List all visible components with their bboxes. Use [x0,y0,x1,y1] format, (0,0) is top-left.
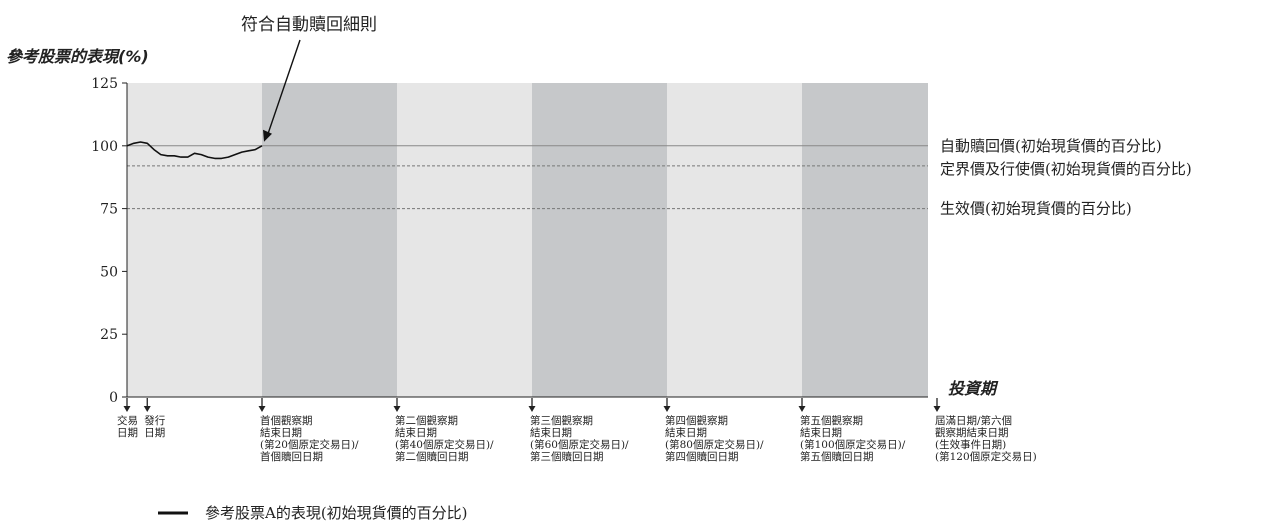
x-marker-arrow-head-20 [258,406,266,412]
y-tick-label-75: 75 [100,202,118,218]
y-axis-title: 參考股票的表現(%) [6,47,149,66]
x-marker-label-3-line-1: 發行 [144,414,165,427]
legend: 參考股票A的表現(初始現貨價的百分比) [158,504,468,522]
x-marker-arrow-head-40 [393,406,401,412]
x-marker-label-20-line-3: (第20個原定交易日)/ [260,438,359,451]
x-marker-label-40-line-2: 結束日期 [395,426,437,439]
x-marker-arrow-head-100 [798,406,806,412]
x-axis: 投資期交易日期發行日期首個觀察期結束日期(第20個原定交易日)/首個贖回日期第二… [117,379,1037,463]
reference-line-label-75: 生效價(初始現貨價的百分比) [940,200,1132,218]
x-marker-label-0-line-1: 交易 [117,414,138,427]
x-marker-arrow-head-120 [933,406,941,412]
y-tick-label-100: 100 [91,139,118,155]
series-layer [126,141,263,160]
x-marker-arrow-head-0 [123,406,131,412]
x-marker-label-60-line-2: 結束日期 [530,426,572,439]
period-band-3 [397,83,532,397]
y-tick-label-25: 25 [100,327,118,343]
x-marker-label-100-line-3: (第100個原定交易日)/ [800,438,906,451]
x-marker-label-80-line-3: (第80個原定交易日)/ [665,438,764,451]
series-line-1 [126,141,263,160]
x-marker-label-20-line-2: 結束日期 [260,426,302,439]
y-tick-label-0: 0 [109,390,118,406]
x-axis-title: 投資期 [948,379,999,398]
reference-line-label-92: 定界價及行使價(初始現貨價的百分比) [940,160,1192,178]
x-marker-label-40-line-1: 第二個觀察期 [395,414,458,427]
x-marker-label-20-line-4: 首個贖回日期 [260,450,323,463]
x-marker-label-120-line-3: (生效事件日期) [935,438,1006,451]
x-marker-label-100-line-4: 第五個贖回日期 [800,450,874,463]
x-marker-label-80-line-1: 第四個觀察期 [665,414,728,427]
x-marker-label-20-line-1: 首個觀察期 [260,414,313,427]
period-band-5 [667,83,802,397]
x-marker-label-60-line-4: 第三個贖回日期 [530,450,604,463]
legend-label: 參考股票A的表現(初始現貨價的百分比) [205,504,468,522]
period-band-1 [127,83,262,397]
y-axis: 0 25 50 75 100 125 參考股票的表現(%) [6,47,149,406]
x-marker-label-60-line-1: 第三個觀察期 [530,414,593,427]
x-marker-arrow-head-80 [663,406,671,412]
observation-period-bands [127,83,928,397]
period-band-6 [802,83,928,397]
x-marker-label-80-line-2: 結束日期 [665,426,707,439]
x-marker-arrow-head-3 [143,406,151,412]
x-marker-label-120-line-2: 觀察期結束日期 [935,426,1009,439]
annotation-arrow-head [263,129,272,142]
x-marker-label-120-line-4: (第120個原定交易日) [935,450,1037,463]
x-marker-label-3-line-2: 日期 [144,427,165,439]
x-marker-label-80-line-4: 第四個贖回日期 [665,450,739,463]
reference-lines: 自動贖回價(初始現貨價的百分比) 定界價及行使價(初始現貨價的百分比) 生效價(初始… [127,137,1192,218]
annotation-layer: 符合自動贖回細則 [241,15,377,142]
x-marker-label-100-line-2: 結束日期 [800,426,842,439]
x-marker-label-40-line-4: 第二個贖回日期 [395,450,469,463]
reference-line-label-100: 自動贖回價(初始現貨價的百分比) [940,137,1162,155]
period-band-4 [532,83,667,397]
x-marker-arrow-head-60 [528,406,536,412]
y-tick-label-125: 125 [91,76,118,92]
annotation-arrow-shaft [267,39,301,135]
y-tick-label-50: 50 [100,264,118,280]
chart-title: 符合自動贖回細則 [241,15,377,35]
x-marker-label-100-line-1: 第五個觀察期 [800,414,863,427]
period-band-2 [262,83,397,397]
x-marker-label-0-line-2: 日期 [117,427,138,439]
x-marker-label-60-line-3: (第60個原定交易日)/ [530,438,629,451]
x-marker-label-120-line-1: 屆滿日期/第六個 [935,414,1012,427]
x-marker-label-40-line-3: (第40個原定交易日)/ [395,438,494,451]
